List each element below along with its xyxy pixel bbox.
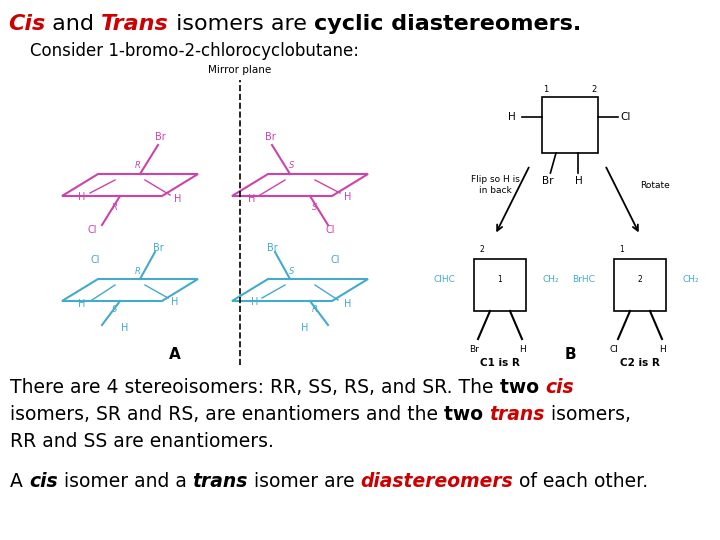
Text: A: A bbox=[10, 472, 29, 491]
Text: S: S bbox=[312, 202, 318, 212]
Text: H: H bbox=[508, 112, 516, 122]
Text: Cl: Cl bbox=[90, 255, 100, 265]
Text: isomer and a: isomer and a bbox=[58, 472, 192, 491]
Text: C2 is R: C2 is R bbox=[620, 358, 660, 368]
Text: S: S bbox=[289, 267, 294, 276]
Bar bbox=[474, 259, 526, 311]
Text: Rotate: Rotate bbox=[640, 180, 670, 190]
Text: There are 4 stereoisomers: RR, SS, RS, and SR. The: There are 4 stereoisomers: RR, SS, RS, a… bbox=[10, 378, 500, 397]
Text: RR and SS are enantiomers.: RR and SS are enantiomers. bbox=[10, 432, 274, 451]
Text: and: and bbox=[45, 14, 102, 34]
Text: Br: Br bbox=[469, 345, 479, 354]
Text: H: H bbox=[121, 323, 129, 333]
Text: Cl: Cl bbox=[87, 225, 96, 235]
Text: H: H bbox=[518, 345, 526, 354]
Text: H: H bbox=[251, 297, 258, 307]
Text: trans: trans bbox=[192, 472, 248, 491]
Text: isomers,: isomers, bbox=[545, 405, 631, 424]
Text: CH₂: CH₂ bbox=[683, 275, 699, 285]
Text: two: two bbox=[444, 405, 490, 424]
Text: B: B bbox=[564, 347, 576, 362]
Text: S: S bbox=[112, 306, 117, 314]
Text: Br: Br bbox=[155, 132, 166, 142]
Text: C1 is R: C1 is R bbox=[480, 358, 520, 368]
Text: isomers, SR and RS, are enantiomers and the: isomers, SR and RS, are enantiomers and … bbox=[10, 405, 444, 424]
Bar bbox=[614, 259, 666, 311]
Bar bbox=[542, 97, 598, 153]
Text: H: H bbox=[248, 194, 256, 204]
Text: Trans: Trans bbox=[102, 14, 169, 34]
Text: BrHC: BrHC bbox=[572, 275, 595, 285]
Text: H: H bbox=[344, 192, 351, 202]
Text: H: H bbox=[659, 345, 665, 354]
Text: H: H bbox=[174, 194, 181, 204]
Text: isomer are: isomer are bbox=[248, 472, 361, 491]
Text: R: R bbox=[135, 267, 141, 276]
Text: A: A bbox=[169, 347, 181, 362]
Text: H: H bbox=[171, 297, 179, 307]
Text: H: H bbox=[78, 192, 86, 202]
Text: Cl: Cl bbox=[621, 112, 631, 122]
Text: ClHC: ClHC bbox=[433, 275, 455, 285]
Text: R: R bbox=[112, 202, 118, 212]
Text: S: S bbox=[289, 160, 294, 170]
Text: 2: 2 bbox=[591, 84, 597, 93]
Text: Br: Br bbox=[542, 176, 554, 186]
Text: Br: Br bbox=[265, 132, 275, 142]
Text: R: R bbox=[312, 306, 318, 314]
Text: cis: cis bbox=[29, 472, 58, 491]
Text: H: H bbox=[344, 299, 351, 309]
Text: Flip so H is
in back: Flip so H is in back bbox=[471, 176, 519, 195]
Text: Cis: Cis bbox=[8, 14, 45, 34]
Text: of each other.: of each other. bbox=[513, 472, 648, 491]
Text: H: H bbox=[575, 176, 582, 186]
Text: 2: 2 bbox=[480, 245, 485, 253]
Text: H: H bbox=[301, 323, 309, 333]
Text: two: two bbox=[500, 378, 545, 397]
Text: 2: 2 bbox=[638, 275, 642, 285]
Text: CH₂: CH₂ bbox=[543, 275, 559, 285]
Text: Cl: Cl bbox=[330, 255, 340, 265]
Text: H: H bbox=[78, 299, 86, 309]
Text: 1: 1 bbox=[544, 84, 549, 93]
Text: cis: cis bbox=[545, 378, 574, 397]
Text: Br: Br bbox=[153, 243, 163, 253]
Text: cyclic diastereomers.: cyclic diastereomers. bbox=[314, 14, 581, 34]
Text: Mirror plane: Mirror plane bbox=[208, 65, 271, 75]
Text: 1: 1 bbox=[498, 275, 503, 285]
Text: R: R bbox=[135, 160, 141, 170]
Text: Cl: Cl bbox=[610, 345, 618, 354]
Text: Consider 1-bromo-2-chlorocyclobutane:: Consider 1-bromo-2-chlorocyclobutane: bbox=[30, 42, 359, 60]
Text: Cl: Cl bbox=[325, 225, 335, 235]
Text: Br: Br bbox=[266, 243, 277, 253]
Text: trans: trans bbox=[490, 405, 545, 424]
Text: isomers are: isomers are bbox=[169, 14, 314, 34]
Text: 1: 1 bbox=[620, 245, 624, 253]
Text: diastereomers: diastereomers bbox=[361, 472, 513, 491]
